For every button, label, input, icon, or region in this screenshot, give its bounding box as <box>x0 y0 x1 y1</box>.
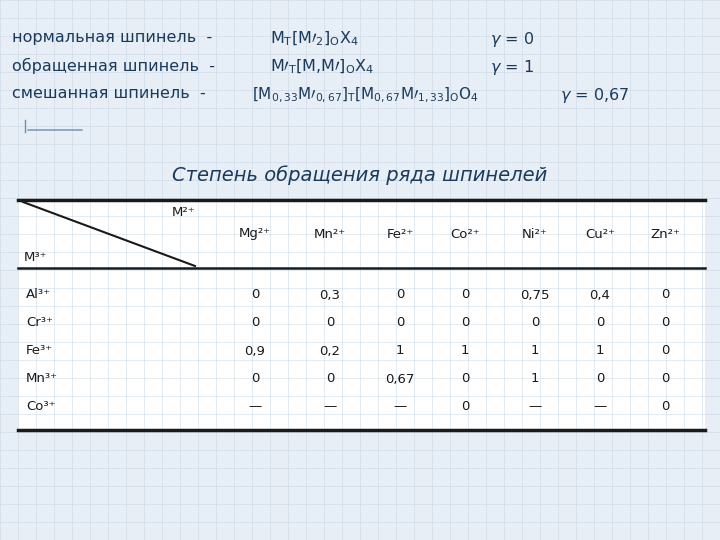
Text: 0: 0 <box>596 373 604 386</box>
Text: Al³⁺: Al³⁺ <box>26 288 51 301</box>
Text: 0: 0 <box>661 373 669 386</box>
Text: $\gamma$ = 0: $\gamma$ = 0 <box>490 30 534 49</box>
Text: 0: 0 <box>396 316 404 329</box>
Text: Ni²⁺: Ni²⁺ <box>522 227 548 240</box>
Text: 0,2: 0,2 <box>320 345 341 357</box>
Text: Mn³⁺: Mn³⁺ <box>26 373 58 386</box>
Text: 0: 0 <box>661 288 669 301</box>
Text: 0: 0 <box>326 316 334 329</box>
Text: Степень обращения ряда шпинелей: Степень обращения ряда шпинелей <box>172 165 548 185</box>
Text: M$_\mathregular{T}$[M$\prime$$_\mathregular{2}$]$_\mathregular{O}$X$_\mathregula: M$_\mathregular{T}$[M$\prime$$_\mathregu… <box>270 30 359 49</box>
Text: 1: 1 <box>461 345 469 357</box>
Text: 0: 0 <box>251 288 259 301</box>
Text: Zn²⁺: Zn²⁺ <box>650 227 680 240</box>
Text: Mg²⁺: Mg²⁺ <box>239 227 271 240</box>
Text: 0,67: 0,67 <box>385 373 415 386</box>
Text: Co²⁺: Co²⁺ <box>450 227 480 240</box>
Text: $\gamma$ = 1: $\gamma$ = 1 <box>490 58 534 77</box>
Text: M$\prime$$_\mathregular{T}$[M,M$\prime$]$_\mathregular{O}$X$_\mathregular{4}$: M$\prime$$_\mathregular{T}$[M,M$\prime$]… <box>270 58 374 76</box>
Bar <box>18 200 705 430</box>
Text: $\gamma$ = 0,67: $\gamma$ = 0,67 <box>560 86 629 105</box>
Text: 1: 1 <box>396 345 404 357</box>
Text: [M$_\mathregular{0,33}$M$\prime$$_\mathregular{0,67}$]$_\mathregular{T}$[M$_\mat: [M$_\mathregular{0,33}$M$\prime$$_\mathr… <box>252 86 479 105</box>
Text: 1: 1 <box>531 345 539 357</box>
Text: M²⁺: M²⁺ <box>171 206 195 219</box>
Text: Co³⁺: Co³⁺ <box>26 401 55 414</box>
Text: 0: 0 <box>326 373 334 386</box>
Text: 1: 1 <box>531 373 539 386</box>
Text: Cr³⁺: Cr³⁺ <box>26 316 53 329</box>
Text: нормальная шпинель  -: нормальная шпинель - <box>12 30 212 45</box>
Text: —: — <box>323 401 337 414</box>
Text: —: — <box>248 401 261 414</box>
Text: смешанная шпинель  -: смешанная шпинель - <box>12 86 206 101</box>
Text: 0: 0 <box>661 401 669 414</box>
Text: 0,4: 0,4 <box>590 288 611 301</box>
Text: 0: 0 <box>661 345 669 357</box>
Text: M³⁺: M³⁺ <box>24 251 48 264</box>
Text: 0: 0 <box>251 373 259 386</box>
Text: —: — <box>593 401 607 414</box>
Text: Mn²⁺: Mn²⁺ <box>314 227 346 240</box>
Text: —: — <box>393 401 407 414</box>
Text: 0: 0 <box>461 401 469 414</box>
Text: 0,75: 0,75 <box>521 288 550 301</box>
Text: 0: 0 <box>461 373 469 386</box>
Text: —: — <box>528 401 541 414</box>
Text: Cu²⁺: Cu²⁺ <box>585 227 615 240</box>
Text: 0: 0 <box>461 316 469 329</box>
Text: 0: 0 <box>396 288 404 301</box>
Text: 0,9: 0,9 <box>245 345 266 357</box>
Text: Fe³⁺: Fe³⁺ <box>26 345 53 357</box>
Text: 0: 0 <box>661 316 669 329</box>
Text: 0: 0 <box>596 316 604 329</box>
Text: 1: 1 <box>595 345 604 357</box>
Text: обращенная шпинель  -: обращенная шпинель - <box>12 58 215 74</box>
Text: 0,3: 0,3 <box>320 288 341 301</box>
Text: 0: 0 <box>531 316 539 329</box>
Text: 0: 0 <box>251 316 259 329</box>
Text: Fe²⁺: Fe²⁺ <box>387 227 413 240</box>
Text: 0: 0 <box>461 288 469 301</box>
